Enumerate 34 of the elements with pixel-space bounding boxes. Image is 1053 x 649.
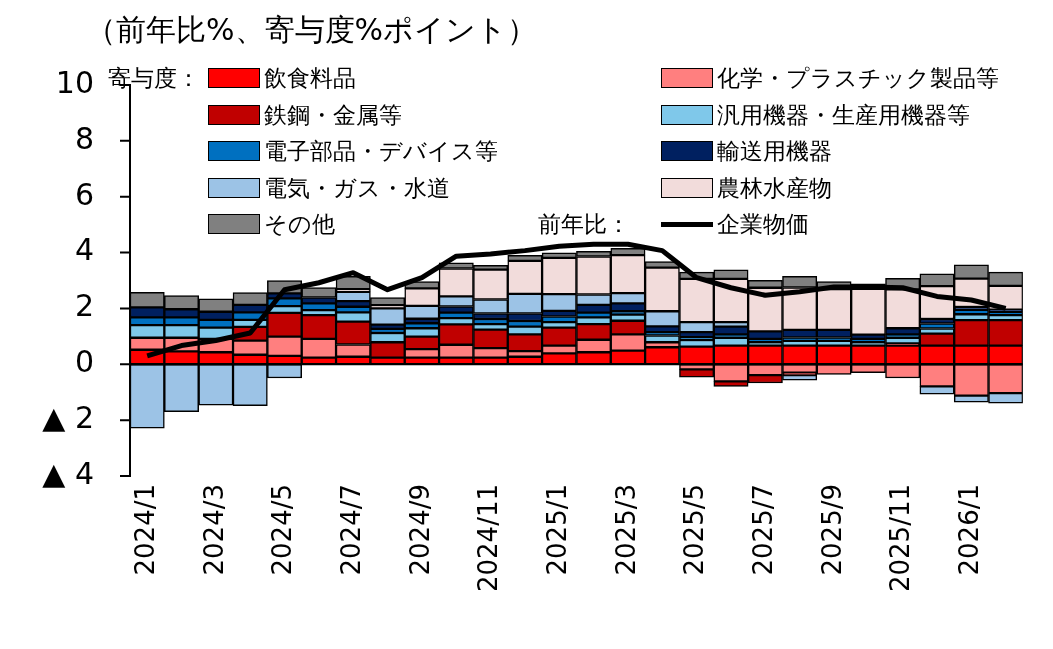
x-tick-label: 2024/9 — [404, 484, 435, 576]
legend-label: 企業物価 — [717, 210, 809, 238]
x-tick-label: 2025/5 — [679, 484, 710, 576]
y-tick-label: ▲ 2 — [42, 399, 94, 435]
x-tick-label: 2025/11 — [885, 484, 916, 593]
y-tick-label: 6 — [74, 176, 94, 212]
legend-label: 飲食料品 — [264, 64, 356, 92]
legend-label: 化学・プラスチック製品等 — [717, 64, 999, 92]
legend-title: 寄与度： — [108, 64, 200, 92]
x-tick-label: 2025/9 — [816, 484, 847, 576]
y-tick-label: 0 — [74, 344, 94, 380]
legend-label: 汎用機器・生産用機器等 — [717, 100, 970, 129]
chart-subtitle: （前年比%、寄与度%ポイント） — [86, 11, 538, 49]
legend-label: 電気・ガス・水道 — [264, 173, 450, 202]
x-tick-label: 2024/7 — [335, 484, 366, 576]
annotation: 前年比： — [538, 210, 630, 238]
legend-label: 電子部品・デバイス等 — [264, 137, 498, 165]
x-tick-label: 2026/1 — [954, 484, 985, 576]
legend-label: 輸送用機器 — [717, 137, 832, 165]
legend-label: 鉄鋼・金属等 — [264, 100, 402, 129]
x-tick-label: 2025/7 — [748, 484, 779, 576]
y-tick-label: 10 — [55, 64, 94, 100]
y-tick-label: 4 — [74, 232, 94, 268]
x-tick-label: 2025/1 — [542, 484, 573, 576]
legend-label: 農林水産物 — [717, 173, 832, 202]
x-tick-label: 2024/3 — [198, 484, 229, 576]
y-tick-label: 2 — [74, 288, 94, 324]
y-tick-label: ▲ 4 — [42, 455, 94, 491]
x-tick-label: 2024/1 — [129, 484, 160, 576]
y-tick-label: 8 — [74, 120, 94, 156]
x-tick-label: 2024/5 — [267, 484, 298, 576]
legend-label: その他 — [264, 210, 335, 238]
x-tick-label: 2024/11 — [473, 484, 504, 593]
x-tick-label: 2025/3 — [610, 484, 641, 576]
